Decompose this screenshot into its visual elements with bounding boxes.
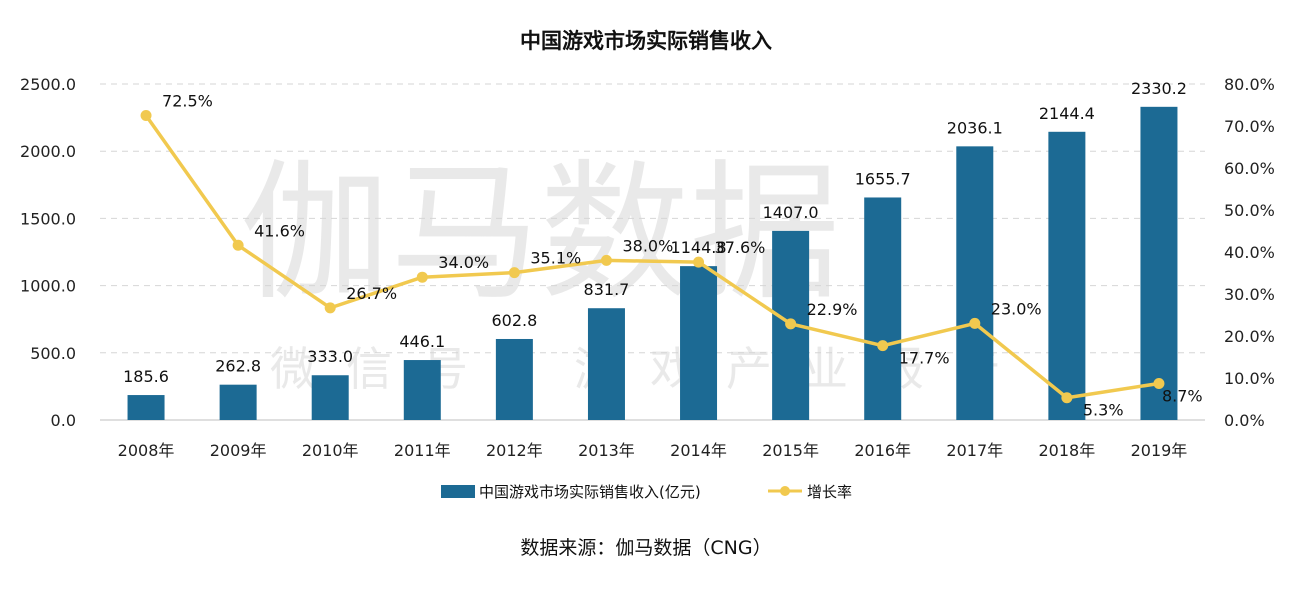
x-tick-label: 2019年 <box>1131 441 1188 460</box>
line-value-label: 37.6% <box>715 238 766 257</box>
line-value-label: 5.3% <box>1083 401 1124 420</box>
line-value-label: 35.1% <box>530 249 581 268</box>
bar <box>680 266 718 420</box>
bar <box>864 197 902 420</box>
bar-data-labels: 185.6 262.8 333.0 446.1 602.8 831.7 1144.8 1407… <box>123 79 1187 386</box>
bar <box>1140 106 1178 421</box>
x-tick-label: 2010年 <box>302 441 359 460</box>
x-tick-label: 2012年 <box>486 441 543 460</box>
legend-bar-swatch <box>441 485 475 498</box>
line-data-labels: 72.5% 41.6% 26.7% 34.0% 35.1% 38.0% 37.6% 22.9%… <box>162 92 1203 420</box>
y-left-tick-label: 0.0 <box>51 411 76 430</box>
bar-value-label: 2330.2 <box>1131 79 1187 98</box>
y-left-tick-label: 2500.0 <box>20 75 76 94</box>
y-right-tick-label: 30.0% <box>1224 285 1275 304</box>
source-note: 数据来源：伽马数据（CNG） <box>520 537 771 559</box>
y-left-tick-label: 500.0 <box>30 344 76 363</box>
bar-value-label: 1144.8 <box>671 238 727 257</box>
line-point <box>140 110 152 121</box>
x-tick-label: 2018年 <box>1039 441 1096 460</box>
y-right-tick-label: 20.0% <box>1224 327 1275 346</box>
bar-value-label: 1407.0 <box>763 203 819 222</box>
line-value-label: 72.5% <box>162 92 213 111</box>
y-axis-right: 0.0% 10.0% 20.0% 30.0% 40.0% 50.0% 60.0% 70.0% 8… <box>1224 75 1275 430</box>
bar-value-label: 446.1 <box>399 332 445 351</box>
bar-value-label: 333.0 <box>307 347 353 366</box>
legend-line-marker <box>780 486 790 496</box>
y-left-tick-label: 1500.0 <box>20 209 76 228</box>
growth-line <box>144 114 1160 400</box>
bar <box>403 360 441 420</box>
grid <box>100 83 1205 421</box>
line-value-label: 22.9% <box>807 300 858 319</box>
bar <box>219 384 257 420</box>
line-value-label: 41.6% <box>254 221 305 240</box>
line-point <box>1153 377 1165 389</box>
legend-line-label: 增长率 <box>807 483 852 501</box>
y-right-tick-label: 0.0% <box>1224 411 1265 430</box>
y-right-tick-label: 70.0% <box>1224 117 1275 136</box>
line-point <box>877 340 889 352</box>
line-value-label: 17.7% <box>899 349 950 368</box>
bar-value-label: 831.7 <box>584 280 630 299</box>
y-left-tick-label: 2000.0 <box>20 142 76 161</box>
bar-value-label: 1655.7 <box>855 169 911 188</box>
x-tick-label: 2016年 <box>854 441 911 460</box>
y-right-tick-label: 10.0% <box>1224 369 1275 388</box>
bar-series <box>127 106 1178 421</box>
y-right-tick-label: 40.0% <box>1224 243 1275 262</box>
x-tick-label: 2008年 <box>118 441 175 460</box>
x-tick-label: 2011年 <box>394 441 451 460</box>
y-axis-left: 0.0 500.0 1000.0 1500.0 2000.0 2500.0 <box>20 75 76 430</box>
bar <box>127 395 165 420</box>
bar <box>311 375 349 420</box>
line-value-label: 23.0% <box>991 299 1042 318</box>
x-tick-label: 2014年 <box>670 441 727 460</box>
bar <box>956 146 994 421</box>
y-right-tick-label: 60.0% <box>1224 159 1275 178</box>
bar-value-label: 2036.1 <box>947 118 1003 137</box>
line-series <box>140 110 1165 404</box>
x-axis: 2008年 2009年 2010年 2011年 2012年 2013年 2014年 2015年… <box>118 441 1188 460</box>
x-tick-label: 2017年 <box>946 441 1003 460</box>
y-right-tick-label: 80.0% <box>1224 75 1275 94</box>
bar-value-label: 185.6 <box>123 367 169 386</box>
watermark-main: 伽马数据 <box>240 147 840 321</box>
line-value-label: 34.0% <box>438 253 489 272</box>
x-tick-label: 2013年 <box>578 441 635 460</box>
x-tick-label: 2009年 <box>210 441 267 460</box>
bar <box>1048 131 1086 420</box>
line-point <box>232 239 244 251</box>
line-point <box>969 317 981 329</box>
bar-value-label: 602.8 <box>491 311 537 330</box>
chart-title: 中国游戏市场实际销售收入 <box>520 29 772 53</box>
line-point <box>324 302 336 314</box>
line-point <box>508 267 520 279</box>
line-point <box>785 318 797 330</box>
line-point <box>600 254 612 266</box>
line-point <box>1061 392 1073 404</box>
line-point <box>416 271 428 283</box>
x-tick-label: 2015年 <box>762 441 819 460</box>
line-value-label: 8.7% <box>1162 386 1203 405</box>
bar-value-label: 2144.4 <box>1039 104 1095 123</box>
y-right-tick-label: 50.0% <box>1224 201 1275 220</box>
line-value-label: 38.0% <box>622 236 673 255</box>
bar <box>587 308 625 420</box>
line-value-label: 26.7% <box>346 284 397 303</box>
legend-bar-label: 中国游戏市场实际销售收入(亿元) <box>479 483 701 501</box>
bar-value-label: 262.8 <box>215 357 261 376</box>
y-left-tick-label: 1000.0 <box>20 277 76 296</box>
bar <box>495 338 533 420</box>
line-point <box>693 256 705 268</box>
legend: 中国游戏市场实际销售收入(亿元) 增长率 <box>441 483 852 501</box>
